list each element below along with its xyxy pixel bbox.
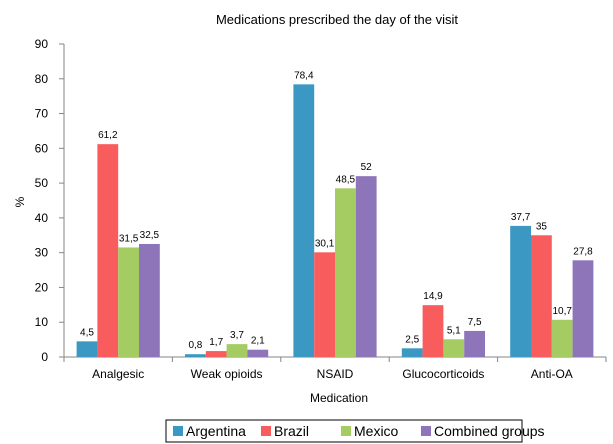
bar <box>531 235 552 357</box>
y-tick-label: 90 <box>35 37 49 51</box>
legend-entry: Brazil <box>274 423 309 439</box>
bar <box>139 243 160 357</box>
data-label: 10,7 <box>552 306 572 317</box>
legend-entry: Combined groups <box>434 423 545 439</box>
data-label: 27,8 <box>573 246 593 257</box>
bar <box>247 349 269 357</box>
data-label: 52 <box>361 162 373 173</box>
data-label: 5,1 <box>447 325 461 336</box>
x-tick-label: Glucocorticoids <box>402 367 484 381</box>
data-label: 14,9 <box>423 291 443 302</box>
bar <box>97 144 119 357</box>
y-axis-label: % <box>13 196 27 207</box>
y-tick-label: 80 <box>35 72 49 86</box>
legend-swatch <box>421 426 431 436</box>
data-label: 78,4 <box>294 70 314 81</box>
data-label: 7,5 <box>468 317 482 328</box>
legend-entry: Mexico <box>354 423 399 439</box>
y-tick-label: 70 <box>35 107 49 121</box>
data-label: 1,7 <box>209 337 223 348</box>
data-label: 0,8 <box>188 340 202 351</box>
bar <box>335 188 356 357</box>
legend: Argentina Brazil Mexico Combined groups <box>165 419 545 443</box>
data-label: 35 <box>536 221 548 232</box>
legend-swatch <box>341 426 351 436</box>
data-label: 32,5 <box>140 230 160 241</box>
y-tick-label: 60 <box>35 141 49 155</box>
bar <box>551 319 573 357</box>
data-label: 2,1 <box>251 336 265 347</box>
bar <box>401 348 423 357</box>
x-axis-label: Medication <box>310 391 368 405</box>
data-label: 61,2 <box>98 130 118 141</box>
bar <box>314 252 335 357</box>
bar <box>572 260 594 357</box>
y-tick-label: 50 <box>35 176 49 190</box>
data-label: 30,1 <box>315 238 335 249</box>
data-label: 31,5 <box>119 233 139 244</box>
bar <box>185 354 206 357</box>
legend-swatch <box>261 426 271 436</box>
bar <box>76 341 98 357</box>
data-label: 37,7 <box>511 212 531 223</box>
bar <box>355 176 377 357</box>
data-label: 3,7 <box>230 330 244 341</box>
data-label: 4,5 <box>80 327 94 338</box>
chart-title: Medications prescribed the day of the vi… <box>216 12 458 27</box>
x-tick-label: Anti-OA <box>531 367 573 381</box>
y-tick-label: 40 <box>35 211 49 225</box>
bar <box>205 351 227 357</box>
x-tick-label: NSAID <box>317 367 354 381</box>
y-tick-label: 20 <box>35 280 49 294</box>
y-tick-label: 10 <box>35 315 49 329</box>
bar <box>510 225 531 357</box>
data-label: 48,5 <box>336 174 356 185</box>
x-tick-label: Weak opioids <box>191 367 263 381</box>
bar <box>464 330 485 357</box>
x-tick-label: Analgesic <box>92 367 144 381</box>
bar <box>226 344 248 357</box>
legend-entry: Argentina <box>186 423 246 439</box>
bar <box>293 84 315 357</box>
y-tick-label: 30 <box>35 246 49 260</box>
y-tick-label: 0 <box>41 350 48 364</box>
bar <box>443 339 465 357</box>
bar <box>118 247 139 357</box>
data-label: 2,5 <box>405 334 419 345</box>
bar <box>422 305 444 357</box>
legend-swatch <box>173 426 183 436</box>
